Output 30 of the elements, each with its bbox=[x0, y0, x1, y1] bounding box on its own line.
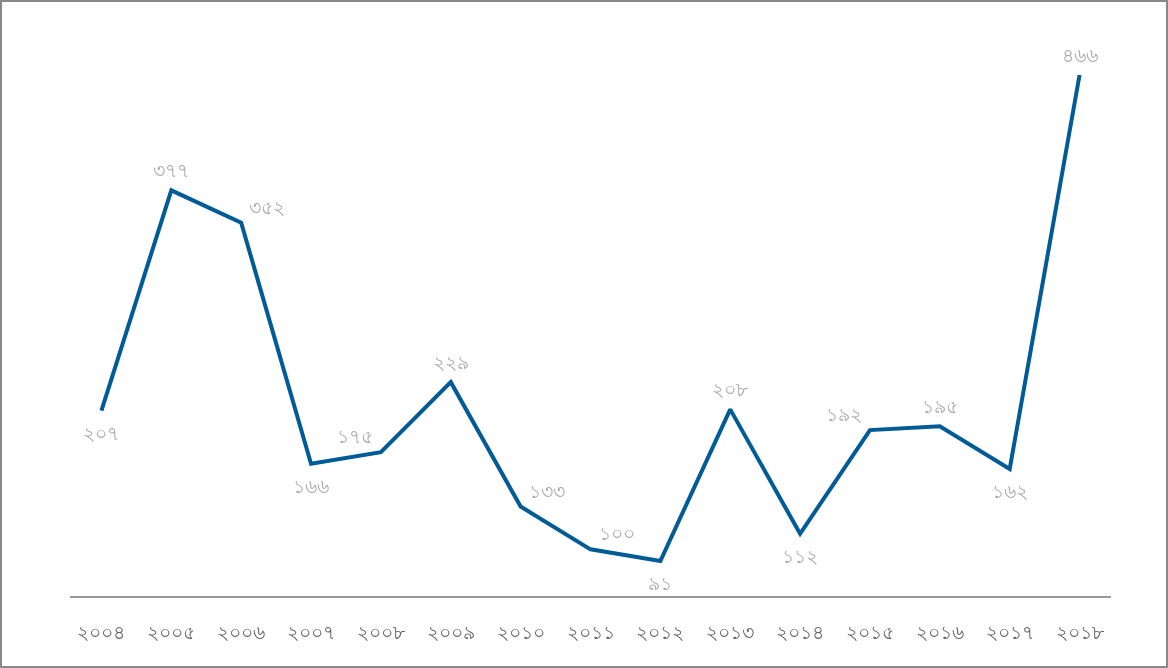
x-tick-label: ২০০৯ bbox=[426, 620, 475, 643]
data-label: ১৬৬ bbox=[293, 475, 329, 497]
data-label: ১৯৫ bbox=[922, 395, 958, 417]
data-label: ১৩৩ bbox=[529, 480, 565, 502]
data-label: ৩৭৭ bbox=[153, 159, 189, 181]
x-tick-label: ২০০৮ bbox=[356, 620, 406, 643]
data-label: ৯১ bbox=[648, 572, 672, 594]
x-tick-label: ২০১০ bbox=[496, 620, 545, 643]
x-tick-label: ২০১৮ bbox=[1055, 620, 1105, 643]
data-label: ১৭৫ bbox=[337, 425, 373, 447]
x-tick-label: ২০০৭ bbox=[287, 620, 336, 643]
x-tick-label: ২০১৬ bbox=[915, 620, 964, 643]
x-tick-label: ২০১৪ bbox=[776, 620, 825, 643]
data-label: ৩৫২ bbox=[249, 196, 285, 218]
data-label: ১৬২ bbox=[992, 480, 1028, 502]
data-label: ২০৮ bbox=[712, 378, 749, 400]
x-tick-label: ২০০৬ bbox=[217, 620, 266, 643]
x-tick-label: ২০১৭ bbox=[985, 620, 1034, 643]
x-tick-label: ২০১৩ bbox=[706, 620, 755, 643]
data-label: ১১২ bbox=[782, 545, 818, 567]
data-label: ১৯২ bbox=[826, 403, 862, 425]
x-tick-label: ২০১১ bbox=[566, 620, 615, 643]
data-label: ২০৭ bbox=[83, 422, 119, 444]
data-label: ২২৯ bbox=[433, 351, 469, 373]
x-tick-label: ২০০৪ bbox=[77, 620, 126, 643]
x-tick-label: ২০০৫ bbox=[147, 620, 196, 643]
data-label: ৪৬৬ bbox=[1062, 44, 1098, 66]
data-label: ১০০ bbox=[599, 522, 635, 544]
x-tick-label: ২০১৫ bbox=[845, 620, 894, 643]
x-tick-label: ২০১২ bbox=[636, 620, 685, 643]
